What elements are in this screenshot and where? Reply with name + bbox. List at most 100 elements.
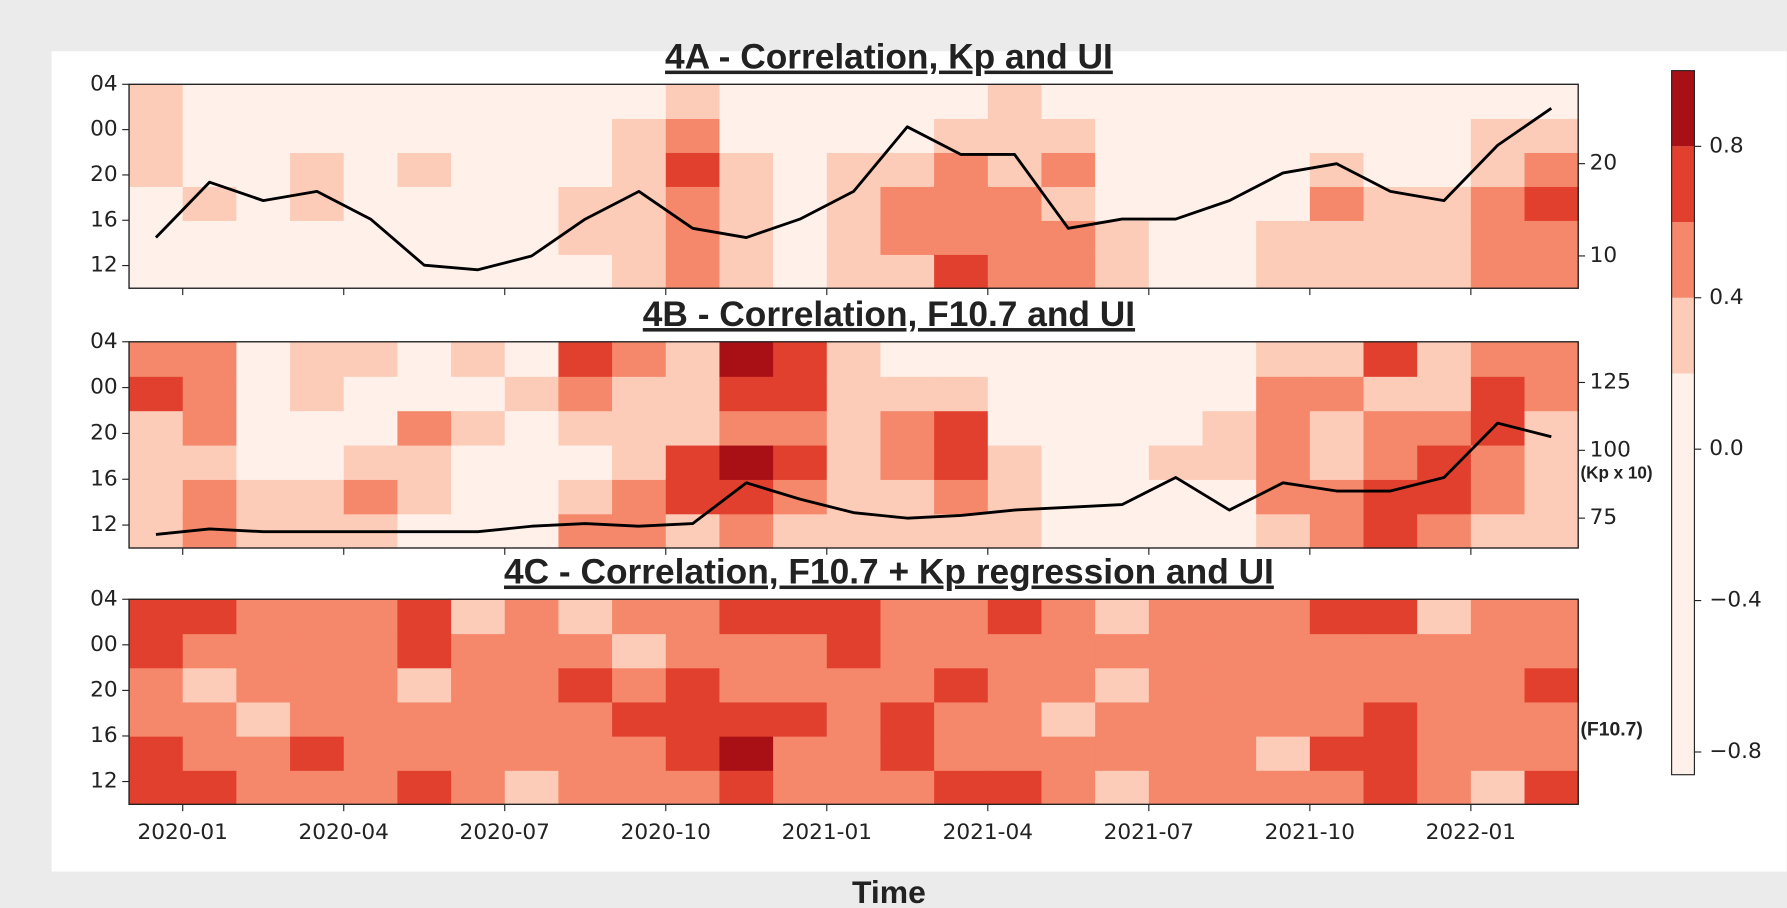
heatmap-cell [987,254,1043,289]
heatmap-cell [612,513,667,549]
heatmap-cell [719,444,774,480]
x-tick-label: 2020-01 [138,820,228,845]
heatmap-cell [451,376,506,412]
heatmap-cell [1524,735,1579,771]
heatmap-cell [1363,770,1418,806]
heatmap-cell [1041,599,1096,635]
x-tick-label: 2021-01 [782,820,872,845]
heatmap-cell [504,701,560,737]
heatmap-cell [934,513,989,549]
y2-tick-label: 100 [1590,437,1631,462]
heatmap-cell [558,667,613,703]
heatmap-cell [290,152,345,187]
heatmap-cell [504,376,560,412]
heatmap-cell [1041,84,1096,119]
heatmap-cell [290,701,345,737]
heatmap-cell [290,220,345,255]
heatmap-cell [1417,770,1472,806]
heatmap-cell [719,633,774,669]
heatmap-cell [343,444,399,480]
heatmap-cell [1309,479,1365,515]
heatmap-cell [934,254,989,289]
heatmap-cell [290,599,345,635]
heatmap-cell [773,444,828,480]
heatmap-cell [397,118,452,153]
heatmap-cell [343,735,399,771]
heatmap-cell [1095,479,1150,515]
heatmap-cell [129,118,184,153]
y2-tick-label: 125 [1590,369,1631,394]
heatmap-cell [1417,735,1472,771]
y-tick-label: 04 [90,586,118,611]
heatmap-cell [129,479,184,515]
heatmap-cell [665,444,721,480]
heatmap-cell [558,444,613,480]
heatmap-cell [397,376,452,412]
heatmap-cell [1309,341,1365,377]
x-tick-label: 2021-04 [943,820,1033,845]
heatmap-cell [451,254,506,289]
heatmap-cell [1202,667,1257,703]
heatmap-cell [558,254,613,289]
heatmap-cell [182,254,238,289]
heatmap-cell [1148,376,1204,412]
colorbar-tick-label: 0.4 [1709,285,1743,310]
heatmap-cell [1309,701,1365,737]
heatmap-cell [343,770,399,806]
y-tick-label: 20 [90,420,118,445]
heatmap-cell [934,341,989,377]
heatmap-cell [1470,220,1526,255]
heatmap-cell [1309,667,1365,703]
heatmap-cell [1524,599,1579,635]
heatmap-cell [1363,479,1418,515]
heatmap-cell [504,513,560,549]
heatmap-cell [129,770,184,806]
heatmap-cell [451,152,506,187]
heatmap-cell [1148,513,1204,549]
heatmap-cell [397,410,452,446]
heatmap-cell [826,84,882,119]
heatmap-cell [773,410,828,446]
heatmap-cell [880,254,935,289]
heatmap-cell [1041,735,1096,771]
heatmap-cell [1417,599,1472,635]
heatmap-cell [1470,152,1526,187]
heatmap-cell [1148,186,1204,221]
heatmap-cell [397,633,452,669]
heatmap-cell [1148,479,1204,515]
y-tick-label: 12 [90,512,118,537]
colorbar-tick-label: 0.0 [1709,436,1743,461]
heatmap-cell [1309,444,1365,480]
heatmap-cell [1256,254,1311,289]
heatmap-cell [719,118,774,153]
heatmap-cell [343,341,399,377]
heatmap-cell [504,410,560,446]
heatmap-cell [397,186,452,221]
heatmap-cell [612,118,667,153]
heatmap-cell [1470,254,1526,289]
heatmap-cell [558,376,613,412]
heatmap-cell [1470,667,1526,703]
heatmap-cell [1363,599,1418,635]
heatmap-cell [182,186,238,221]
heatmap-cell [773,84,828,119]
heatmap-cell [1256,633,1311,669]
heatmap-cell [934,633,989,669]
heatmap-cell [1095,186,1150,221]
heatmap-cell [934,667,989,703]
heatmap-cell [826,599,882,635]
heatmap-cell [773,735,828,771]
heatmap-cell [612,444,667,480]
heatmap-cell [934,186,989,221]
heatmap-cell [1417,667,1472,703]
heatmap-cell [987,341,1043,377]
heatmap-cell [504,599,560,635]
heatmap-cell [1202,341,1257,377]
heatmap-cell [934,84,989,119]
heatmap-cell [504,633,560,669]
heatmap-cell [182,770,238,806]
heatmap-cell [719,410,774,446]
heatmap-cell [719,599,774,635]
heatmap-cell [1417,410,1472,446]
